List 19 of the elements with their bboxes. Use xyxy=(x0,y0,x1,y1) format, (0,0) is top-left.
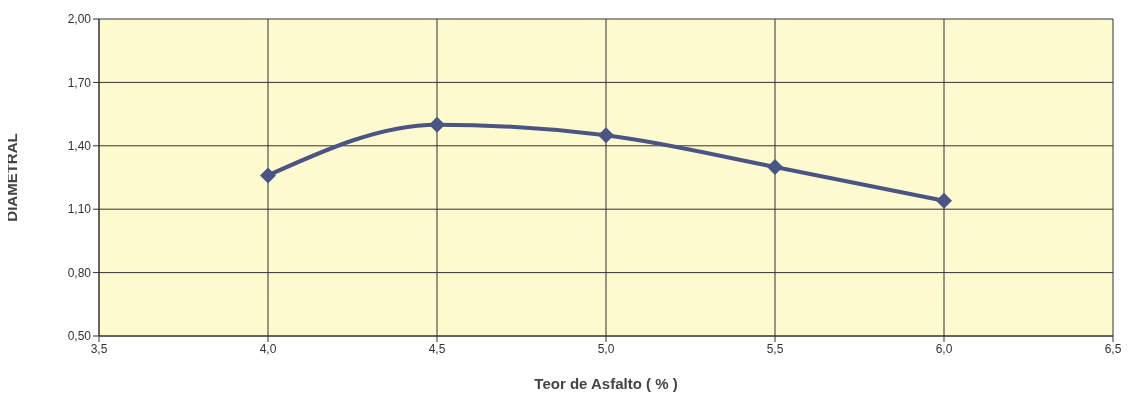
x-tick-label: 3,5 xyxy=(90,341,108,356)
x-tick-label: 4,5 xyxy=(428,341,446,356)
point xyxy=(260,167,276,184)
x-axis-title: Teor de Asfalto ( % ) xyxy=(534,375,678,392)
x-tick-label: 5,5 xyxy=(766,341,784,356)
y-tick-label: 0,80 xyxy=(67,265,92,280)
x-tick-label: 6,0 xyxy=(935,341,953,356)
y-tick-label: 1,40 xyxy=(67,139,92,154)
x-tick-label: 6,5 xyxy=(1104,341,1122,356)
y-tick-label: 2,00 xyxy=(67,12,92,27)
y-tick-label: 0,50 xyxy=(67,329,92,344)
y-tick-label: 1,10 xyxy=(67,202,92,217)
point xyxy=(429,116,445,133)
point xyxy=(936,192,952,209)
y-tick-label: 1,70 xyxy=(67,75,92,90)
point xyxy=(598,127,614,144)
x-tick-label: 4,0 xyxy=(259,341,277,356)
point xyxy=(767,158,783,175)
x-tick-label: 5,0 xyxy=(597,341,615,356)
